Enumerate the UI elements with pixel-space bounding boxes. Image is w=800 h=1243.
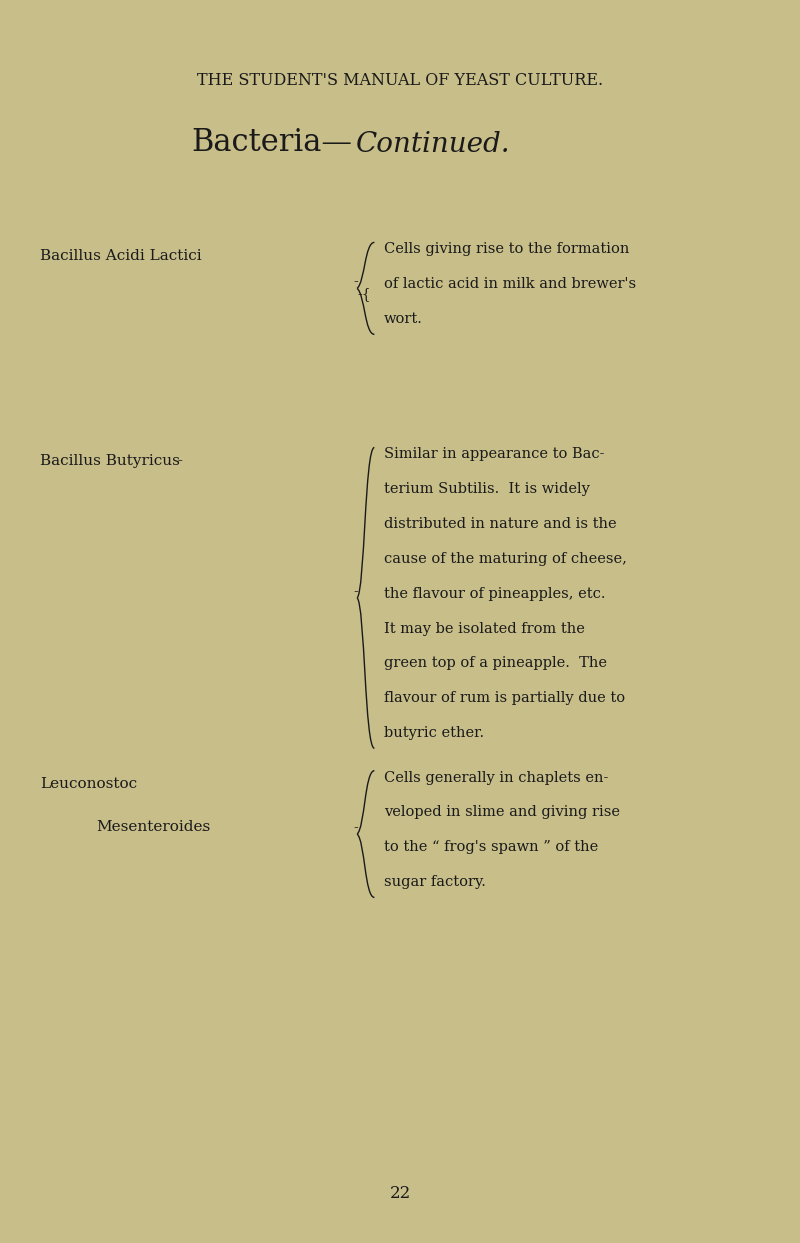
Text: green top of a pineapple.  The: green top of a pineapple. The (384, 656, 607, 670)
Text: Bacillus Acidi Lactici: Bacillus Acidi Lactici (40, 249, 202, 262)
Text: terium Subtilis.  It is widely: terium Subtilis. It is widely (384, 482, 590, 496)
Text: butyric ether.: butyric ether. (384, 726, 484, 740)
Text: -: - (354, 820, 358, 835)
Text: Leuconostoc: Leuconostoc (40, 777, 137, 791)
Text: the flavour of pineapples, etc.: the flavour of pineapples, etc. (384, 587, 606, 600)
Text: distributed in nature and is the: distributed in nature and is the (384, 517, 617, 531)
Text: to the “ frog's spawn ” of the: to the “ frog's spawn ” of the (384, 840, 598, 854)
Text: flavour of rum is partially due to: flavour of rum is partially due to (384, 691, 625, 705)
Text: Similar in appearance to Bac-: Similar in appearance to Bac- (384, 447, 605, 461)
Text: cause of the maturing of cheese,: cause of the maturing of cheese, (384, 552, 627, 566)
Text: -: - (168, 454, 183, 467)
Text: -{: -{ (357, 287, 371, 302)
Text: Cells giving rise to the formation: Cells giving rise to the formation (384, 242, 630, 256)
Text: It may be isolated from the: It may be isolated from the (384, 622, 585, 635)
Text: Mesenteroides: Mesenteroides (96, 820, 210, 834)
Text: veloped in slime and giving rise: veloped in slime and giving rise (384, 805, 620, 819)
Text: -: - (354, 584, 358, 599)
Text: Bacteria—: Bacteria— (191, 128, 352, 158)
Text: -: - (354, 275, 358, 290)
Text: -: - (192, 824, 207, 838)
Text: THE STUDENT'S MANUAL OF YEAST CULTURE.: THE STUDENT'S MANUAL OF YEAST CULTURE. (197, 72, 603, 89)
Text: wort.: wort. (384, 312, 423, 326)
Text: sugar factory.: sugar factory. (384, 875, 486, 889)
Text: Bacillus Butyricus: Bacillus Butyricus (40, 454, 180, 467)
Text: Continued.: Continued. (356, 131, 510, 158)
Text: 22: 22 (390, 1185, 410, 1202)
Text: of lactic acid in milk and brewer's: of lactic acid in milk and brewer's (384, 277, 636, 291)
Text: Cells generally in chaplets en-: Cells generally in chaplets en- (384, 771, 608, 784)
